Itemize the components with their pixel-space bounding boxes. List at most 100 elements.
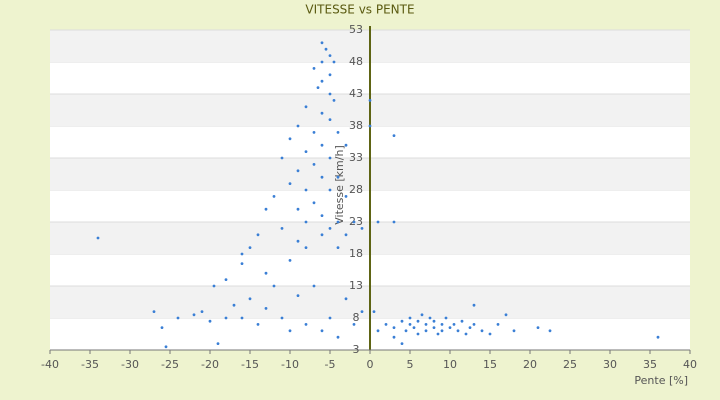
point: [360, 310, 364, 313]
y-tick-label: 8: [353, 311, 360, 324]
point: [256, 233, 260, 237]
point: [440, 329, 444, 333]
point: [328, 54, 332, 57]
x-tick-label: 15: [483, 358, 497, 371]
point: [392, 134, 396, 138]
point: [344, 233, 348, 237]
point: [296, 294, 300, 297]
point: [368, 99, 372, 102]
point: [296, 169, 300, 173]
chart-title: VITESSE vs PENTE: [305, 3, 414, 17]
point: [296, 124, 300, 128]
point: [336, 220, 340, 224]
point: [208, 319, 212, 323]
x-tick-label: 25: [563, 358, 577, 371]
point: [404, 329, 408, 333]
point: [424, 329, 428, 333]
point: [400, 342, 404, 345]
point: [240, 252, 244, 256]
point: [320, 111, 324, 115]
point: [512, 329, 516, 333]
point: [336, 175, 340, 179]
point: [420, 313, 424, 317]
point: [452, 323, 456, 326]
point: [280, 156, 284, 160]
point: [224, 316, 228, 320]
point: [248, 246, 252, 250]
point: [344, 297, 348, 301]
point: [480, 329, 484, 333]
point: [176, 316, 180, 320]
point: [460, 319, 464, 323]
point: [472, 303, 476, 307]
point: [96, 236, 100, 240]
point: [496, 323, 500, 326]
point: [316, 86, 320, 89]
point: [328, 316, 332, 320]
point: [328, 156, 332, 160]
y-tick-label: 28: [349, 183, 363, 196]
point: [400, 319, 404, 323]
point: [280, 316, 284, 320]
y-axis-title: Vitesse [km/h]: [333, 145, 346, 225]
point: [312, 201, 316, 205]
x-tick-label: 35: [643, 358, 657, 371]
y-tick-label: 18: [349, 247, 363, 260]
point: [296, 207, 300, 211]
point: [408, 316, 412, 320]
y-tick-label: 53: [349, 23, 363, 36]
point: [224, 278, 228, 281]
point: [412, 326, 416, 329]
point: [464, 332, 468, 336]
point: [352, 220, 356, 224]
point: [288, 329, 292, 333]
point: [324, 47, 328, 51]
point: [376, 220, 380, 224]
x-tick-label: 20: [523, 358, 537, 371]
point: [304, 323, 308, 326]
x-tick-label: 30: [603, 358, 617, 371]
x-tick-label: -40: [41, 358, 59, 371]
point: [328, 92, 332, 96]
point: [332, 60, 336, 64]
point: [392, 326, 396, 329]
point: [432, 326, 436, 329]
point: [352, 323, 356, 326]
point: [312, 284, 316, 288]
point: [472, 323, 476, 326]
point: [328, 227, 332, 230]
point: [232, 303, 236, 307]
point: [160, 326, 164, 329]
x-tick-label: -5: [325, 358, 336, 371]
point: [288, 137, 292, 141]
point: [272, 195, 276, 198]
point: [456, 329, 460, 333]
x-tick-label: -20: [201, 358, 219, 371]
point: [320, 79, 324, 83]
point: [272, 284, 276, 288]
point: [256, 323, 260, 326]
y-tick-label: 43: [349, 87, 363, 100]
point: [328, 118, 332, 121]
y-tick-label: 3: [353, 343, 360, 356]
point: [408, 323, 412, 326]
point: [304, 150, 308, 154]
point: [312, 163, 316, 166]
y-tick-label: 48: [349, 55, 363, 68]
y-tick-label: 38: [349, 119, 363, 132]
point: [280, 227, 284, 230]
point: [504, 313, 508, 317]
x-tick-label: 10: [443, 358, 457, 371]
point: [312, 67, 316, 70]
point: [336, 131, 340, 134]
point: [424, 323, 428, 326]
point: [372, 310, 376, 313]
x-tick-label: -35: [81, 358, 99, 371]
point: [656, 335, 660, 339]
point: [296, 239, 300, 243]
x-tick-label: -30: [121, 358, 139, 371]
point: [264, 307, 268, 310]
point: [304, 220, 308, 224]
point: [320, 143, 324, 147]
